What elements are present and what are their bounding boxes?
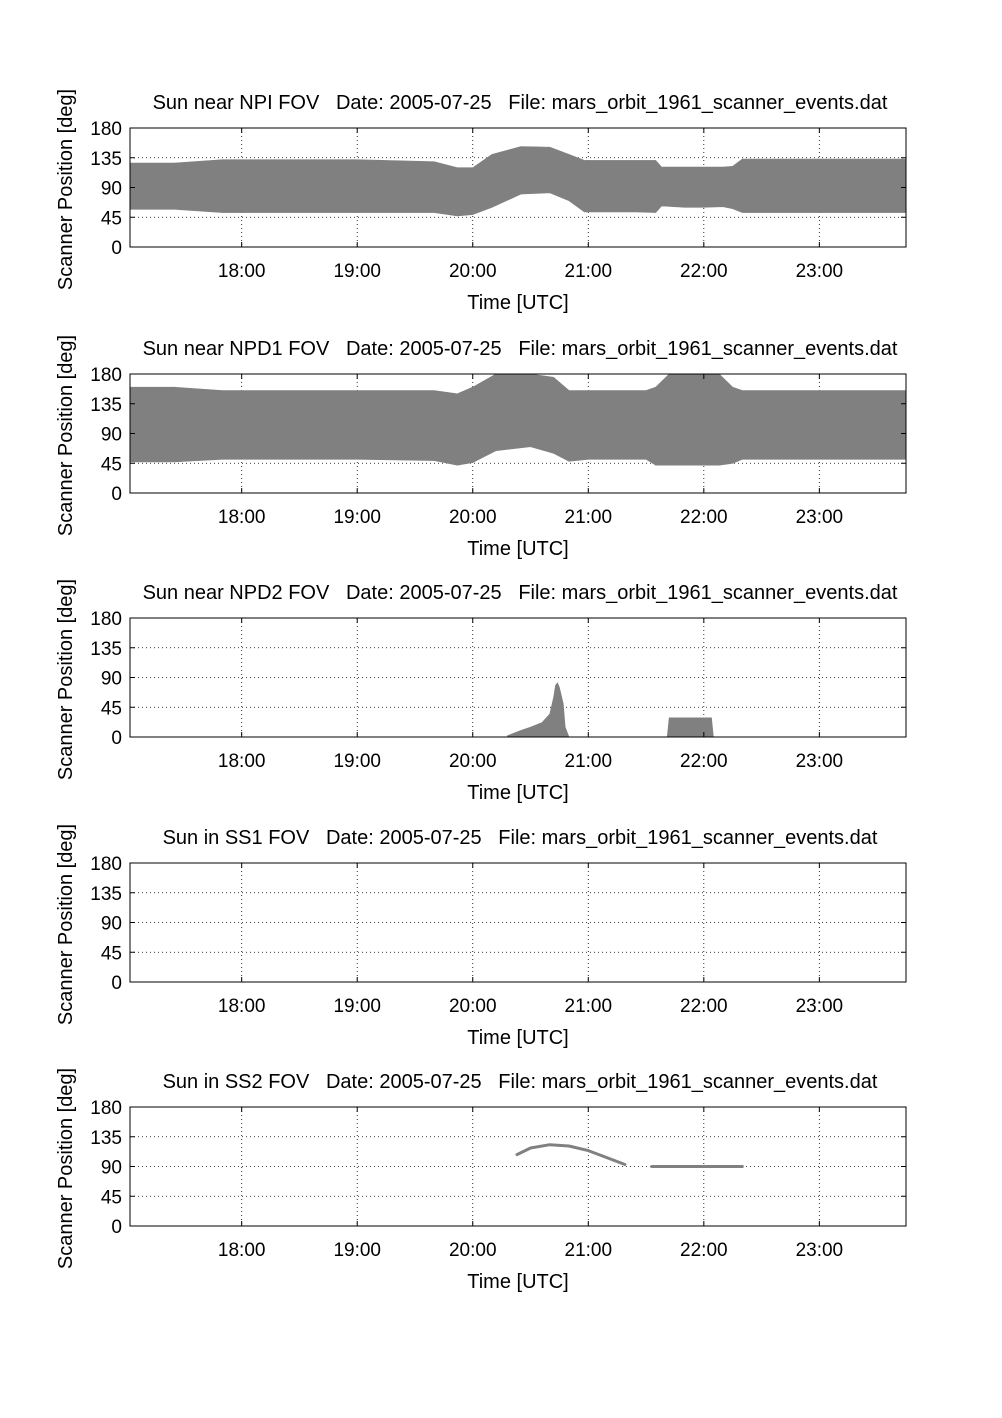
x-tick-label: 18:00 bbox=[218, 507, 266, 528]
y-tick-label: 135 bbox=[90, 395, 122, 416]
x-tick-label: 22:00 bbox=[680, 996, 728, 1017]
y-tick-label: 135 bbox=[90, 639, 122, 660]
y-axis-label: Scanner Position [deg] bbox=[55, 579, 77, 780]
y-axis-label: Scanner Position [deg] bbox=[55, 824, 77, 1025]
x-axis-label: Time [UTC] bbox=[467, 1271, 568, 1293]
y-tick-label: 45 bbox=[101, 208, 122, 229]
x-tick-label: 22:00 bbox=[680, 507, 728, 528]
x-tick-label: 23:00 bbox=[796, 751, 844, 772]
x-tick-label: 18:00 bbox=[218, 996, 266, 1017]
y-tick-label: 180 bbox=[90, 609, 122, 630]
y-tick-label: 90 bbox=[101, 179, 122, 200]
x-tick-label: 18:00 bbox=[218, 1240, 266, 1261]
x-tick-label: 20:00 bbox=[449, 1240, 497, 1261]
x-tick-label: 20:00 bbox=[449, 751, 497, 772]
x-tick-label: 20:00 bbox=[449, 507, 497, 528]
y-tick-label: 45 bbox=[101, 1187, 122, 1208]
chart-panel-5: 18:00 19:00 20:00 21:00 22:00 23:00 0 45 90 135 18… bbox=[55, 1068, 907, 1293]
data-series-1 bbox=[515, 1143, 627, 1166]
x-tick-label: 19:00 bbox=[333, 1240, 381, 1261]
x-tick-label: 18:00 bbox=[218, 261, 266, 282]
y-tick-label: 0 bbox=[111, 973, 122, 994]
x-tick-label: 23:00 bbox=[796, 1240, 844, 1261]
x-tick-label: 18:00 bbox=[218, 751, 266, 772]
chart-panel-1: 18:00 19:00 20:00 21:00 22:00 23:00 0 45 90 135 18… bbox=[55, 89, 907, 314]
x-tick-label: 23:00 bbox=[796, 507, 844, 528]
chart-panel-4: 18:00 19:00 20:00 21:00 22:00 23:00 0 45 90 135 18… bbox=[55, 824, 907, 1049]
y-tick-label: 0 bbox=[111, 238, 122, 259]
y-tick-label: 45 bbox=[101, 454, 122, 475]
x-tick-label: 19:00 bbox=[333, 751, 381, 772]
chart-title: Sun in SS2 FOV Date: 2005-07-25 File: ma… bbox=[163, 1071, 878, 1093]
x-tick-label: 21:00 bbox=[565, 1240, 613, 1261]
x-tick-label: 20:00 bbox=[449, 996, 497, 1017]
y-tick-label: 180 bbox=[90, 119, 122, 140]
x-tick-label: 23:00 bbox=[796, 996, 844, 1017]
x-axis-label: Time [UTC] bbox=[467, 292, 568, 314]
y-tick-label: 135 bbox=[90, 884, 122, 905]
y-axis-label: Scanner Position [deg] bbox=[55, 335, 77, 536]
x-axis-label: Time [UTC] bbox=[467, 538, 568, 560]
x-tick-label: 19:00 bbox=[333, 996, 381, 1017]
y-tick-label: 180 bbox=[90, 854, 122, 875]
y-tick-label: 90 bbox=[101, 1158, 122, 1179]
y-axis-label: Scanner Position [deg] bbox=[55, 1068, 77, 1269]
data-band-2 bbox=[666, 717, 714, 738]
x-tick-label: 21:00 bbox=[565, 507, 613, 528]
chart-title: Sun in SS1 FOV Date: 2005-07-25 File: ma… bbox=[163, 827, 878, 849]
x-tick-label: 22:00 bbox=[680, 261, 728, 282]
y-tick-label: 90 bbox=[101, 669, 122, 690]
x-tick-label: 19:00 bbox=[333, 261, 381, 282]
y-tick-label: 45 bbox=[101, 698, 122, 719]
y-tick-label: 90 bbox=[101, 914, 122, 935]
x-tick-label: 21:00 bbox=[565, 996, 613, 1017]
x-tick-label: 21:00 bbox=[565, 261, 613, 282]
y-tick-label: 135 bbox=[90, 149, 122, 170]
x-tick-label: 23:00 bbox=[796, 261, 844, 282]
x-axis-label: Time [UTC] bbox=[467, 782, 568, 804]
chart-title: Sun near NPI FOV Date: 2005-07-25 File: … bbox=[153, 92, 888, 114]
chart-title: Sun near NPD2 FOV Date: 2005-07-25 File:… bbox=[143, 582, 898, 604]
x-tick-label: 22:00 bbox=[680, 751, 728, 772]
y-tick-label: 180 bbox=[90, 365, 122, 386]
chart-panel-2: 18:00 19:00 20:00 21:00 22:00 23:00 0 45 90 135 18… bbox=[55, 335, 907, 560]
y-tick-label: 180 bbox=[90, 1098, 122, 1119]
x-tick-label: 22:00 bbox=[680, 1240, 728, 1261]
x-tick-label: 20:00 bbox=[449, 261, 497, 282]
chart-title: Sun near NPD1 FOV Date: 2005-07-25 File:… bbox=[143, 338, 898, 360]
chart-panel-3: 18:00 19:00 20:00 21:00 22:00 23:00 0 45 90 135 18… bbox=[55, 579, 907, 804]
y-tick-label: 0 bbox=[111, 1217, 122, 1238]
x-tick-label: 21:00 bbox=[565, 751, 613, 772]
y-tick-label: 135 bbox=[90, 1128, 122, 1149]
y-tick-label: 0 bbox=[111, 728, 122, 749]
x-axis-label: Time [UTC] bbox=[467, 1027, 568, 1049]
y-axis-label: Scanner Position [deg] bbox=[55, 89, 77, 290]
y-tick-label: 0 bbox=[111, 484, 122, 505]
y-tick-label: 90 bbox=[101, 425, 122, 446]
y-tick-label: 45 bbox=[101, 943, 122, 964]
x-tick-label: 19:00 bbox=[333, 507, 381, 528]
